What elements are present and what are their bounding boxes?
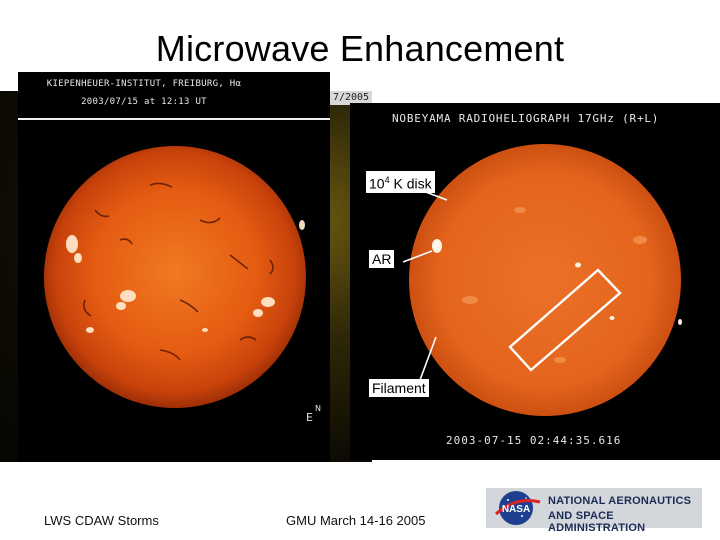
footer-date: GMU March 14-16 2005 [286,513,426,528]
nasa-logo: NASA NATIONAL AERONAUTICS AND SPACE ADMI… [486,488,702,534]
orientation-north: N [315,404,321,413]
disk-exponent: 4 [384,175,390,185]
orientation-marker: N E [306,404,326,424]
halpha-header-observatory: KIEPENHEUER-INSTITUT, FREIBURG, Hα [46,79,242,89]
disk-temperature-label: 104 K disk [366,171,435,193]
svg-text:NASA: NASA [502,504,530,515]
slide-title: Microwave Enhancement [155,28,565,69]
disk-value: 10 [369,175,385,192]
filament-pointer-line [419,336,437,381]
filament-label: Filament [369,379,429,397]
ar-pointer-line [402,250,433,263]
halpha-header-datetime: 2003/07/15 at 12:13 UT [81,97,207,107]
filament-highlight-box [508,268,622,372]
disk-rest: K disk [389,175,432,192]
nasa-logo-line2: AND SPACE ADMINISTRATION [548,510,646,534]
orientation-east: E [306,411,313,424]
nasa-meatball-icon: NASA [494,491,541,525]
halpha-header-rule [18,118,330,120]
halpha-ghost-date: 7/2005 [330,91,372,105]
footer-workshop: LWS CDAW Storms [44,513,159,528]
microwave-sun [403,138,687,422]
microwave-header: NOBEYAMA RADIOHELIOGRAPH 17GHz (R+L) [392,112,660,125]
microwave-timestamp: 2003-07-15 02:44:35.616 [446,434,622,447]
nasa-logo-line1: NATIONAL AERONAUTICS [548,495,692,507]
halpha-sun [44,146,306,408]
active-region-label: AR [369,250,395,268]
